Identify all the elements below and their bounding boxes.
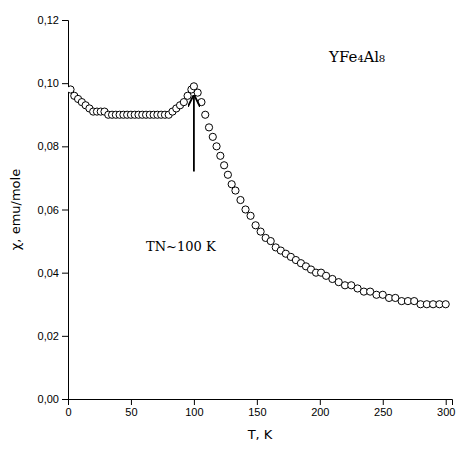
x-tick: 0 (65, 399, 71, 418)
x-tick-mark (131, 399, 132, 405)
point (202, 111, 209, 118)
y-tick: 0,08 (38, 140, 68, 152)
x-axis-title: T, K (247, 427, 273, 442)
x-tick-mark (257, 399, 258, 405)
y-tick-label: 0,12 (38, 14, 59, 26)
chart: 0501001502002503000,000,020,040,060,080,… (0, 0, 474, 451)
arrow (193, 96, 195, 172)
x-tick-mark (320, 399, 321, 405)
y-tick-label: 0,02 (38, 330, 59, 342)
x-tick-label: 250 (374, 406, 392, 418)
x-tick-label: 100 (185, 406, 203, 418)
point (224, 171, 231, 178)
x-tick-mark (446, 399, 447, 405)
y-tick: 0,02 (38, 330, 68, 342)
y-tick: 0,12 (38, 14, 68, 26)
x-tick: 200 (311, 399, 329, 418)
x-tick-label: 0 (65, 406, 71, 418)
point (442, 301, 449, 308)
point (221, 162, 228, 169)
point (252, 222, 259, 229)
point (194, 89, 201, 96)
x-tick-label: 200 (311, 406, 329, 418)
x-axis: 0 50 100 150 200 250 300 (65, 399, 455, 418)
y-tick: 0,00 (38, 393, 68, 405)
y-tick-label: 0,00 (38, 393, 59, 405)
y-tick-label: 0,06 (38, 204, 59, 216)
point (205, 124, 212, 131)
y-tick-mark (62, 20, 68, 21)
y-tick-label: 0,10 (38, 77, 59, 89)
point (217, 152, 224, 159)
point (213, 143, 220, 150)
x-tick-label: 50 (125, 406, 137, 418)
annotation: TN~100 K (146, 239, 216, 254)
y-tick-label: 0,08 (38, 140, 59, 152)
y-tick-mark (62, 399, 68, 400)
points (68, 83, 449, 308)
x-tick-mark (383, 399, 384, 405)
x-tick: 50 (125, 399, 137, 418)
point (247, 212, 254, 219)
y-axis-line (62, 21, 69, 400)
x-tick-mark (194, 399, 195, 405)
y-tick: 0,06 (38, 204, 68, 216)
point (237, 196, 244, 203)
y-tick-mark (62, 273, 68, 274)
point (267, 237, 274, 244)
y-tick-mark (62, 210, 68, 211)
x-tick: 250 (374, 399, 392, 418)
point (257, 228, 264, 235)
point (232, 187, 239, 194)
point (242, 206, 249, 213)
y-tick: 0,04 (38, 267, 68, 279)
y-tick-label: 0,04 (38, 267, 59, 279)
plot-area: 0501001502002503000,000,020,040,060,080,… (38, 14, 456, 418)
x-tick: 100 (185, 399, 203, 418)
x-tick: 150 (248, 399, 266, 418)
x-tick-label: 300 (437, 406, 455, 418)
x-tick: 300 (437, 399, 455, 418)
point (209, 133, 216, 140)
y-axis: 0,00 0,02 0,04 0,06 0,08 0,10 0,12 (38, 14, 69, 405)
x-axis-line (69, 400, 453, 406)
y-tick-mark (62, 146, 68, 147)
point (198, 99, 205, 106)
y-tick: 0,10 (38, 77, 68, 89)
y-tick-mark (62, 83, 68, 84)
y-axis-title: χ, emu/mole (8, 169, 23, 250)
compound-label: YFe₄Al₈ (328, 48, 385, 66)
y-tick-mark (62, 336, 68, 337)
x-tick-label: 150 (248, 406, 266, 418)
